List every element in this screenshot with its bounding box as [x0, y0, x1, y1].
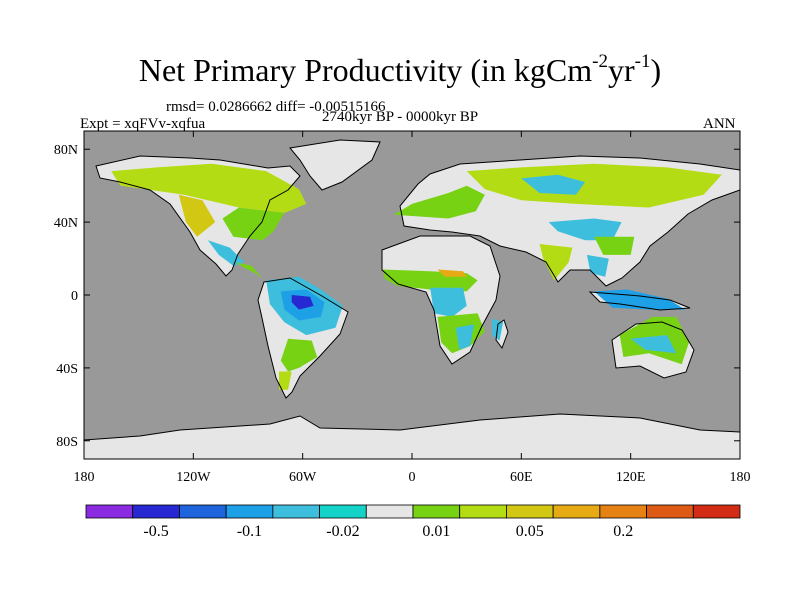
- greenland-landmass-outline: [289, 139, 381, 191]
- x-tick-label: 0: [409, 470, 416, 485]
- region-siberia-green: [466, 163, 722, 208]
- title-close: ): [650, 52, 662, 88]
- colorbar-box: [599, 504, 647, 519]
- coastline-outlines: [84, 139, 740, 459]
- colorbar-label: -0.5: [143, 523, 168, 540]
- south-america-landmass-outline: [257, 277, 349, 399]
- north-america-landmass-outline: [95, 155, 301, 277]
- colorbar-label: -0.02: [326, 523, 359, 540]
- x-tick-label: 180: [74, 470, 95, 485]
- region-mexico-teal: [207, 240, 245, 266]
- colorbar-box: [412, 504, 461, 519]
- subtitle-period: 2740kyr BP - 0000kyr BP: [322, 109, 479, 125]
- region-europe-green: [393, 185, 485, 219]
- region-africa-southeast-teal: [455, 324, 474, 350]
- x-tick-label: 180: [730, 470, 751, 485]
- title-exponent-2: -1: [634, 51, 651, 72]
- region-siberia-teal: [521, 174, 586, 195]
- colorbar-box: [459, 504, 507, 519]
- x-tick-label: 60E: [510, 470, 533, 485]
- region-central-america: [235, 262, 263, 279]
- colorbar-box: [646, 504, 694, 519]
- antarctica-landmass-outline: [84, 413, 740, 459]
- region-east-asia-teal: [548, 218, 622, 241]
- greenland-landmass: [290, 140, 380, 190]
- y-tick-label: 40N: [54, 216, 78, 231]
- title-exponent-1: -2: [592, 51, 608, 72]
- madagascar-landmass-outline: [495, 319, 509, 350]
- colorbar-box: [692, 504, 741, 519]
- x-tick-label: 60W: [289, 470, 317, 485]
- colorbar-box: [85, 504, 134, 519]
- region-sahel-orange: [437, 269, 467, 277]
- y-tick-label: 0: [71, 289, 78, 304]
- title-unit-yr: yr: [607, 52, 635, 88]
- region-patagonia: [279, 371, 292, 390]
- x-tick-label: 120E: [616, 470, 646, 485]
- chart-title: Net Primary Productivity (in kgCm-2yr-1): [0, 52, 800, 89]
- region-indochina-teal: [586, 254, 609, 277]
- y-tick-label: 40S: [56, 362, 78, 377]
- colorbar-label: 0.2: [613, 523, 633, 540]
- africa-landmass-outline: [381, 235, 501, 365]
- colorbar-label: -0.1: [237, 523, 262, 540]
- region-north-america-boreal: [111, 163, 307, 213]
- region-south-america-south: [280, 338, 318, 372]
- colorbar-box: [319, 504, 367, 519]
- colorbar-label: 0.05: [516, 523, 544, 540]
- region-congo-teal: [430, 287, 467, 317]
- colorbar-box: [179, 504, 227, 519]
- region-north-america-west: [178, 194, 216, 237]
- region-australia-teal: [630, 335, 677, 354]
- y-tick-label: 80S: [56, 435, 78, 450]
- x-tick-label: 120W: [176, 470, 211, 485]
- colorbar-box: [552, 504, 601, 519]
- x-axis: 180 120W 60W 0 60E 120E 180: [74, 131, 751, 485]
- map-plot-area: [84, 131, 740, 459]
- antarctica-landmass: [84, 414, 740, 459]
- title-text: Net Primary Productivity (in kgCm: [138, 52, 593, 88]
- australia-landmass-outline: [611, 321, 695, 379]
- region-amazon-core: [291, 295, 314, 310]
- indonesia-landmass-outline: [588, 291, 691, 311]
- colorbar-box: [365, 504, 414, 519]
- colorbar-box: [225, 504, 274, 519]
- eurasia-landmass-outline: [399, 155, 740, 287]
- region-east-asia-green: [594, 236, 635, 255]
- colorbar-box: [506, 504, 554, 519]
- region-north-america-east: [222, 207, 285, 241]
- y-axis: 80N 40N 0 40S 80S: [54, 143, 740, 450]
- season-label: ANN: [703, 116, 736, 132]
- colorbar: -0.5 -0.1 -0.02 0.01 0.05 0.2: [85, 504, 741, 540]
- experiment-label: Expt = xqFVv-xqfua: [80, 116, 206, 132]
- colorbar-box: [132, 504, 180, 519]
- colorbar-label: 0.01: [422, 523, 450, 540]
- region-india-green: [539, 244, 573, 281]
- y-tick-label: 80N: [54, 143, 78, 158]
- subtitle-stats: rmsd= 0.0286662 diff= -0.00515166: [166, 99, 386, 115]
- colorbar-box: [272, 504, 320, 519]
